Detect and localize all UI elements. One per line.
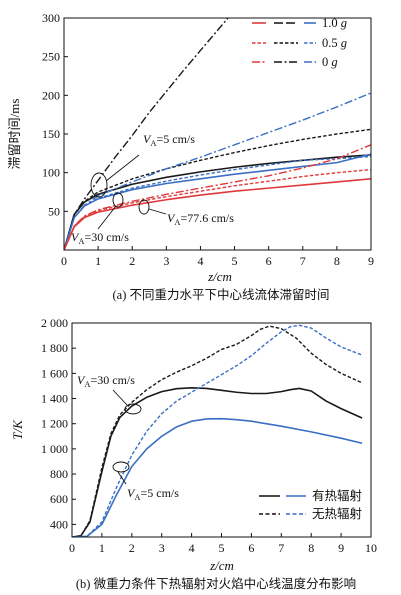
chart-0-y-tick-label: 200: [42, 88, 60, 102]
chart-1-y-tick-label: 400: [50, 517, 68, 531]
chart-1-y-tick-label: 1 000: [41, 442, 68, 456]
legend-label-05g: 0.5 g: [322, 36, 347, 50]
chart-1-x-tick-label: 7: [278, 541, 284, 555]
chart-1-series-line-2: [72, 417, 363, 537]
chart-1-y-tick-label: 1 800: [41, 341, 68, 355]
chart-a-xlabel: z/cm: [207, 269, 232, 284]
chart-a-caption: (a) 不同重力水平下中心线流体滞留时间: [113, 287, 330, 302]
chart-0-y-tick-label: 50: [48, 204, 60, 218]
chart-b-plot-frame: [71, 322, 372, 538]
chart-1-series-line-1: [72, 325, 363, 537]
legend-item-no-radiation: 无热辐射: [259, 506, 362, 521]
chart-b-legend: 有热辐射 无热辐射: [259, 488, 362, 521]
chart-1-y-tick-label: 1 600: [41, 366, 68, 380]
legend-label-radiation: 有热辐射: [312, 488, 362, 503]
chart-1-x-tick-label: 9: [338, 541, 344, 555]
chart-0-x-tick-label: 5: [232, 254, 238, 268]
chart-0-x-tick-label: 9: [368, 254, 374, 268]
chart-1-x-tick-label: 8: [308, 541, 314, 555]
annotation-a30-ellipse: [112, 192, 124, 208]
chart-0-x-tick-label: 4: [197, 254, 203, 268]
chart-1-series-line-0: [72, 387, 363, 537]
annotation-b30-ellipse: [124, 403, 142, 415]
annotation-b5-ellipse: [112, 461, 130, 473]
chart-1-x-tick-label: 2: [129, 541, 135, 555]
legend-item-05g: 0.5 g: [252, 36, 347, 50]
chart-0-x-tick-label: 1: [95, 254, 101, 268]
chart-1-x-tick-label: 5: [219, 541, 225, 555]
chart-0-series-line-8: [64, 144, 371, 250]
legend-label-no-radiation: 无热辐射: [312, 506, 362, 521]
annotation-a30-label: VA=30 cm/s: [71, 230, 129, 246]
chart-a-series: [64, 18, 371, 250]
chart-0-y-tick-label: 300: [42, 11, 60, 25]
chart-0-x-tick-label: 2: [129, 254, 135, 268]
annotation-b5-leader: [117, 471, 127, 485]
legend-label-1g: 1.0 g: [322, 16, 347, 30]
chart-0-y-tick-label: 150: [42, 127, 60, 141]
chart-1-y-tick-label: 800: [50, 467, 68, 481]
chart-b-annotations: VA=30 cm/s VA=5 cm/s: [77, 373, 179, 502]
chart-0-y-tick-label: 100: [42, 166, 60, 180]
chart-a-legend: 1.0 g 0.5 g 0 g: [252, 16, 347, 69]
chart-b-series: [72, 324, 363, 537]
chart-0-x-tick-label: 3: [163, 254, 169, 268]
chart-1-x-tick-label: 6: [248, 541, 254, 555]
legend-label-0g: 0 g: [322, 55, 338, 69]
annotation-a5-label: VA=5 cm/s: [143, 132, 195, 148]
chart-1-y-tick-label: 1 400: [41, 392, 68, 406]
chart-a-annotations: VA=5 cm/s VA=30 cm/s VA=77.6 cm/s: [71, 132, 234, 246]
chart-0-x-tick-label: 6: [266, 254, 272, 268]
chart-b-axes: 0 1 2 3 4 5 6 7 8 9 10 400 600 800 1 000 1 200 1 400 1 60…: [41, 316, 377, 555]
chart-1-y-tick-label: 1 200: [41, 417, 68, 431]
chart-0-series-line-5: [64, 92, 371, 250]
chart-0-y-tick-label: 250: [42, 50, 60, 64]
chart-1-x-tick-label: 1: [99, 541, 105, 555]
annotation-a77-ellipse: [138, 199, 150, 215]
annotation-a5-ellipse: [90, 172, 108, 198]
legend-item-0g: 0 g: [252, 55, 338, 69]
chart-1-x-tick-label: 3: [159, 541, 165, 555]
annotation-a5-leader: [105, 154, 140, 182]
annotation-b5-label: VA=5 cm/s: [127, 486, 179, 502]
chart-1-x-tick-label: 0: [69, 541, 75, 555]
chart-a-ylabel: 滞留时间/ms: [7, 99, 22, 170]
chart-1-x-tick-label: 10: [365, 541, 377, 555]
chart-a-axes: 0 1 2 3 4 5 6 7 8 9 50 100 150 200 250 300: [42, 11, 374, 268]
chart-b: 0 1 2 3 4 5 6 7 8 9 10 400 600 800 1 000 1 200 1 400 1 60…: [10, 316, 377, 591]
chart-b-caption: (b) 微重力条件下热辐射对火焰中心线温度分布影响: [76, 576, 356, 591]
annotation-a77-label: VA=77.6 cm/s: [167, 211, 234, 227]
chart-0-x-tick-label: 0: [61, 254, 67, 268]
chart-1-y-tick-label: 2 000: [41, 316, 68, 330]
annotation-b30-label: VA=30 cm/s: [77, 373, 135, 389]
chart-1-y-tick-label: 600: [50, 492, 68, 506]
annotation-a77-leader: [148, 208, 167, 215]
chart-b-xlabel: z/cm: [209, 558, 234, 573]
chart-0-x-tick-label: 7: [300, 254, 306, 268]
annotation-b30-leader: [112, 389, 128, 406]
legend-item-1g: 1.0 g: [252, 16, 347, 30]
legend-item-radiation: 有热辐射: [259, 488, 362, 503]
chart-1-series-line-3: [72, 324, 363, 537]
chart-0-x-tick-label: 8: [334, 254, 340, 268]
annotation-a30-leader: [97, 205, 117, 230]
chart-a: 0 1 2 3 4 5 6 7 8 9 50 100 150 200 250 300 滞留时间/ms z/cm…: [7, 11, 374, 302]
chart-1-x-tick-label: 4: [189, 541, 195, 555]
chart-0-series-line-6: [64, 178, 371, 250]
chart-0-series-line-2: [64, 18, 229, 250]
chart-b-ylabel: T/K: [10, 419, 25, 440]
chart-0-series-line-1: [64, 128, 371, 250]
